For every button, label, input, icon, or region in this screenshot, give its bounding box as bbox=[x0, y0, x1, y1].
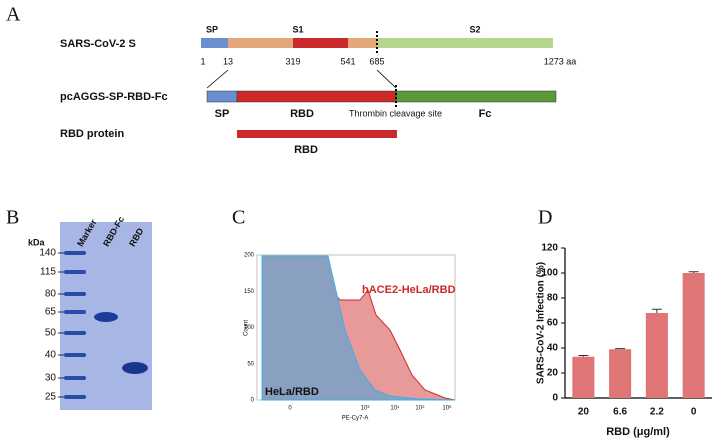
marker-label: 65 bbox=[45, 307, 57, 318]
x-tick-label: 10³ bbox=[361, 406, 370, 412]
ladder-band bbox=[64, 331, 86, 335]
y-tick-label: 50 bbox=[247, 361, 254, 367]
marker-label: 25 bbox=[45, 392, 57, 403]
position: 1273 aa bbox=[544, 56, 577, 66]
row-label: RBD protein bbox=[60, 128, 124, 140]
x-tick-label: 10⁵ bbox=[415, 405, 425, 412]
ladder-band bbox=[64, 310, 86, 314]
marker-label: 40 bbox=[45, 350, 57, 361]
fc-domain bbox=[395, 90, 557, 103]
domain-label: S1 bbox=[292, 24, 303, 34]
ladder-band bbox=[64, 251, 86, 255]
ticks: 0 50 100 150 200 0 10³ 10⁴ 10⁵ 10⁶ bbox=[244, 253, 452, 412]
y-axis-label: SARS-CoV-2 Infection (%) bbox=[536, 262, 547, 384]
x-axis-label: RBD (μg/ml) bbox=[606, 426, 670, 438]
bar bbox=[572, 356, 595, 398]
position: 13 bbox=[223, 56, 233, 66]
s2-domain bbox=[377, 38, 553, 48]
series-label: HeLa/RBD bbox=[265, 386, 319, 398]
marker-label: 50 bbox=[45, 328, 57, 339]
ladder-band bbox=[64, 376, 86, 380]
marker-label: 115 bbox=[40, 267, 56, 278]
site-label: Thrombin cleavage site bbox=[349, 108, 442, 118]
band bbox=[122, 362, 148, 374]
bar bbox=[645, 313, 668, 398]
error-bar bbox=[615, 348, 626, 350]
domain-label: S2 bbox=[469, 24, 480, 34]
row-label: pcAGGS-SP-RBD-Fc bbox=[60, 91, 168, 103]
domain bbox=[348, 38, 377, 48]
domain-label: SP bbox=[206, 24, 218, 34]
part-label: RBD bbox=[290, 108, 314, 120]
domain bbox=[228, 38, 293, 48]
ladder-band bbox=[64, 395, 86, 399]
marker-label: 140 bbox=[39, 248, 56, 259]
part-label: Fc bbox=[479, 108, 492, 120]
x-axis-label: PE-Cy7-A bbox=[342, 416, 369, 422]
sp-domain bbox=[201, 38, 228, 48]
x-tick-label: 0 bbox=[288, 406, 292, 412]
rbd-domain bbox=[293, 38, 348, 48]
position: 319 bbox=[285, 56, 300, 66]
x-tick-label: 0 bbox=[691, 407, 697, 418]
error-bar bbox=[688, 271, 699, 273]
x-tick-label: 10⁶ bbox=[442, 405, 452, 412]
y-tick-label: 0 bbox=[251, 398, 255, 404]
panel-label: B bbox=[6, 207, 19, 229]
x-tick-label: 10⁴ bbox=[390, 405, 400, 412]
x-tick-label: 6.6 bbox=[613, 407, 627, 418]
y-tick-label: 150 bbox=[244, 289, 255, 295]
position: 685 bbox=[369, 56, 384, 66]
error-bar bbox=[651, 308, 662, 313]
part-label: RBD bbox=[294, 144, 318, 156]
ladder: 140 115 80 65 50 40 30 25 bbox=[39, 248, 86, 403]
marker-label: 30 bbox=[45, 373, 57, 384]
y-tick-label: 120 bbox=[541, 243, 558, 254]
rbd-domain bbox=[236, 90, 397, 103]
bar-chart: 0 20 40 60 80 100 120 SARS-CoV-2 Infection (%) R… bbox=[536, 243, 712, 438]
y-tick-label: 80 bbox=[547, 293, 559, 304]
sp-domain bbox=[206, 90, 238, 103]
bar bbox=[682, 273, 705, 398]
hela-histogram bbox=[261, 255, 456, 401]
error-bar bbox=[578, 355, 589, 357]
y-axis-label: Count bbox=[244, 320, 250, 336]
band bbox=[94, 312, 118, 322]
rbd-domain bbox=[237, 130, 397, 138]
marker-label: 80 bbox=[45, 289, 57, 300]
row-label: SARS-CoV-2 S bbox=[60, 38, 136, 50]
ladder-band bbox=[64, 353, 86, 357]
ladder-band bbox=[64, 292, 86, 296]
series-label: hACE2-HeLa/RBD bbox=[362, 284, 456, 296]
y-tick-label: 100 bbox=[541, 268, 558, 279]
panel-label: D bbox=[538, 207, 552, 229]
position: 541 bbox=[340, 56, 355, 66]
connector bbox=[206, 69, 229, 89]
part-label: SP bbox=[215, 108, 230, 120]
panel-label: C bbox=[232, 207, 245, 229]
y-tick-label: 100 bbox=[244, 325, 255, 331]
connector bbox=[376, 69, 397, 89]
position: 1 bbox=[200, 56, 205, 66]
y-tick-label: 40 bbox=[547, 343, 559, 354]
y-tick-label: 200 bbox=[244, 253, 255, 259]
panel-label: A bbox=[6, 4, 21, 26]
x-tick-label: 20 bbox=[578, 407, 590, 418]
unit-label: kDa bbox=[28, 237, 46, 247]
y-tick-label: 20 bbox=[547, 368, 559, 379]
ladder-band bbox=[64, 270, 86, 274]
y-tick-label: 60 bbox=[547, 318, 559, 329]
bar bbox=[609, 349, 632, 398]
x-tick-label: 2.2 bbox=[650, 407, 664, 418]
y-tick-label: 0 bbox=[552, 393, 558, 404]
